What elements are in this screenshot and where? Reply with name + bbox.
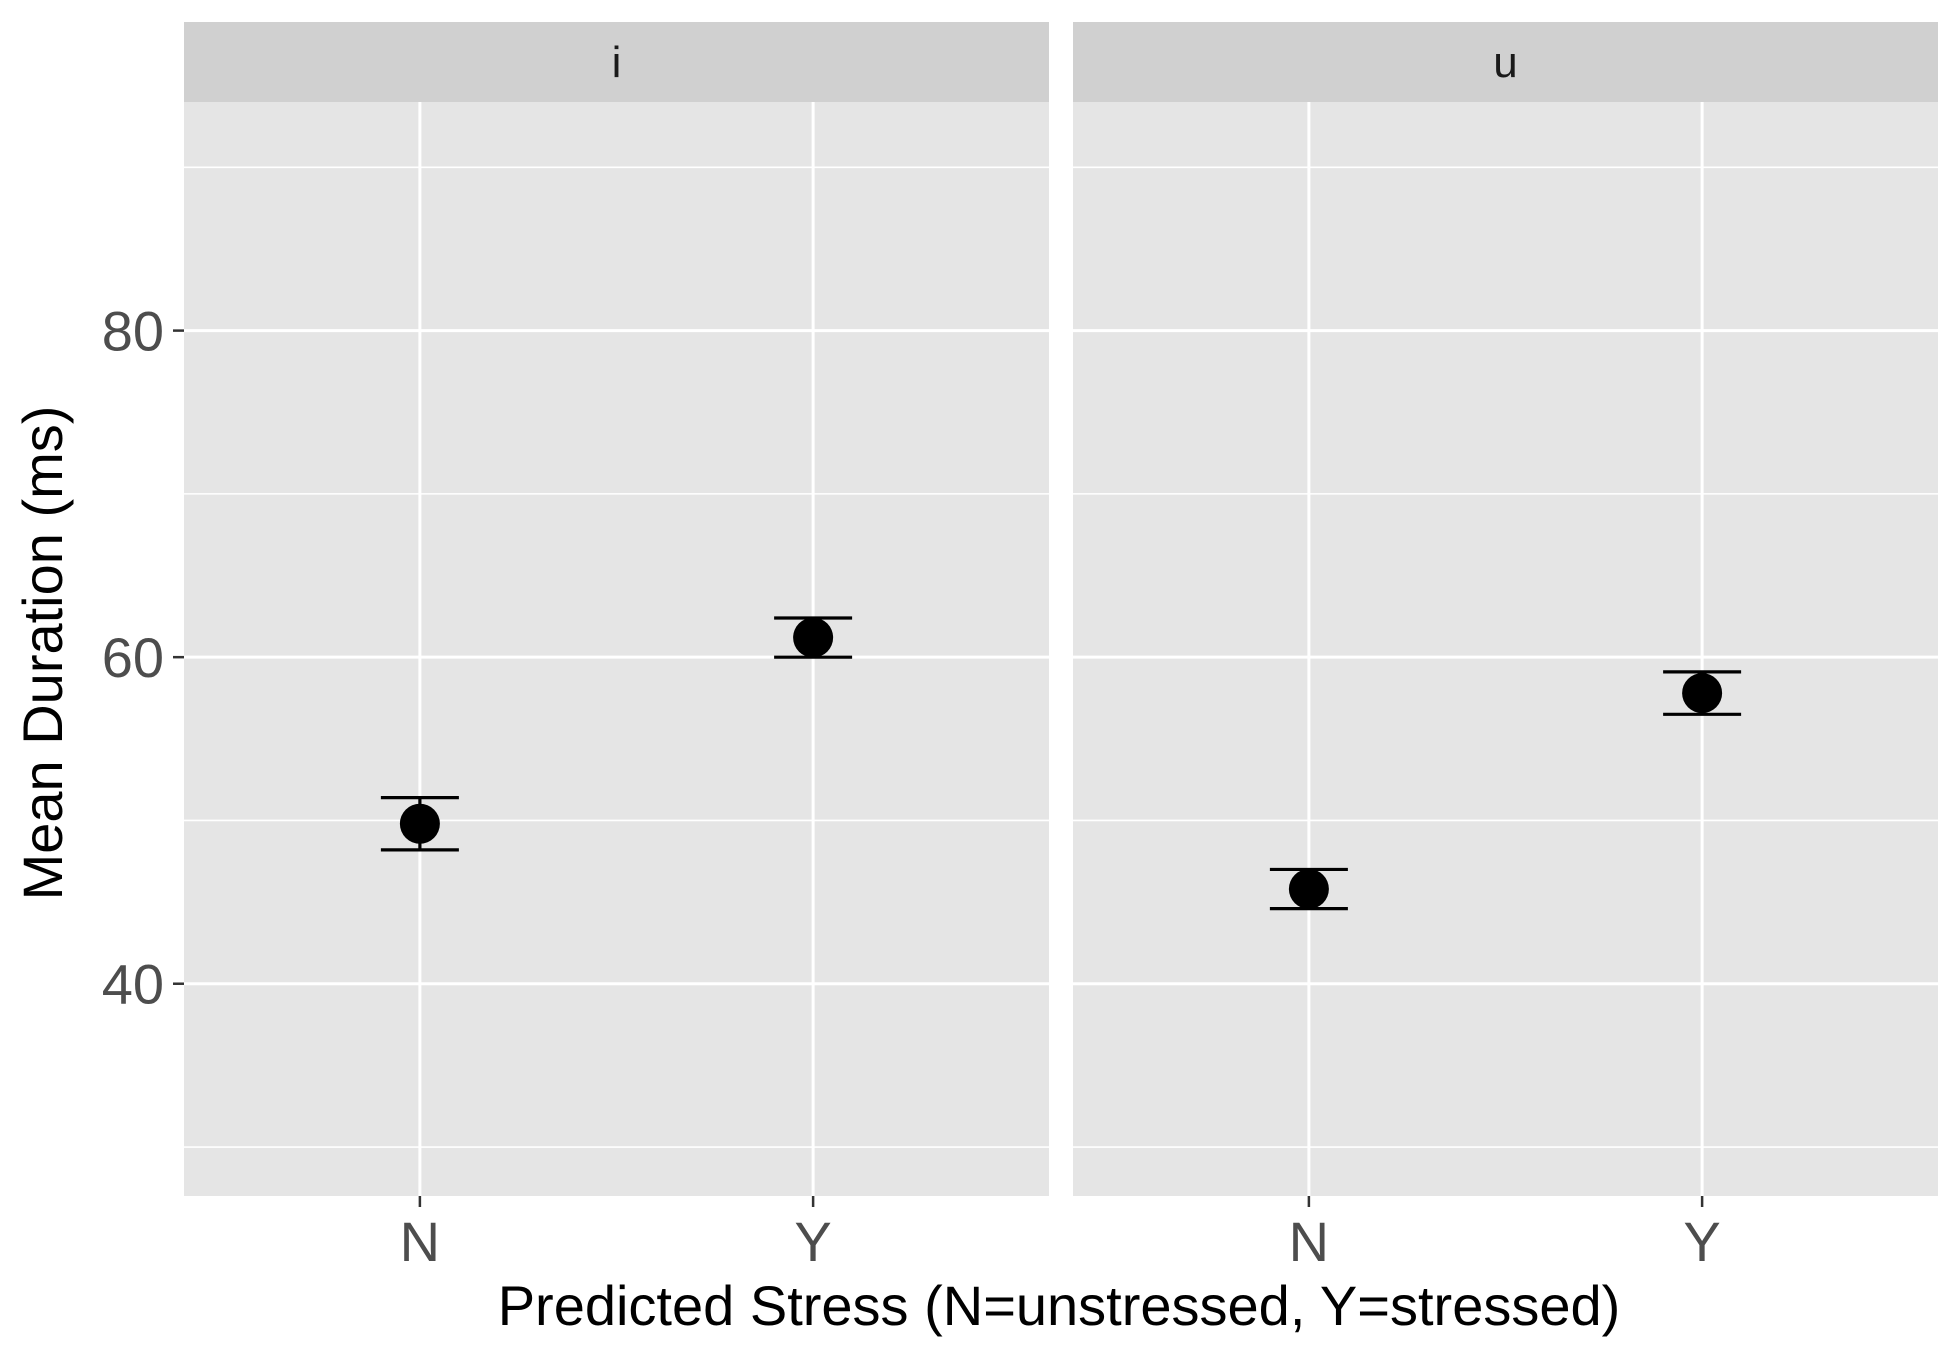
facet-panel-u: u <box>1073 22 1938 1196</box>
data-point-i-N <box>380 795 459 852</box>
x-tick-label: N <box>400 1210 440 1273</box>
y-axis: 40 60 80 <box>102 300 184 1016</box>
x-tick-label: N <box>1289 1210 1329 1273</box>
y-tick-label: 60 <box>102 626 164 689</box>
facet-panel-i: i <box>184 22 1049 1196</box>
mean-point <box>1682 673 1723 714</box>
facet-strip-i <box>184 22 1049 102</box>
x-axis-title: Predicted Stress (N=unstressed, Y=stress… <box>498 1274 1621 1337</box>
mean-point <box>793 617 834 658</box>
x-tick-label: Y <box>1683 1210 1720 1273</box>
data-point-u-Y <box>1663 670 1742 716</box>
facet-strip-label: i <box>612 38 622 87</box>
panel-background <box>184 102 1049 1196</box>
data-point-u-N <box>1269 867 1348 911</box>
y-axis-title: Mean Duration (ms) <box>11 406 74 901</box>
y-tick-label: 40 <box>102 953 164 1016</box>
mean-point <box>1288 869 1329 910</box>
panel-background <box>1073 102 1938 1196</box>
x-tick-label: Y <box>794 1210 831 1273</box>
mean-point <box>399 803 440 844</box>
facet-strip-u <box>1073 22 1938 102</box>
facet-strip-label: u <box>1493 38 1517 87</box>
y-tick-label: 80 <box>102 300 164 363</box>
data-point-i-Y <box>774 616 853 659</box>
